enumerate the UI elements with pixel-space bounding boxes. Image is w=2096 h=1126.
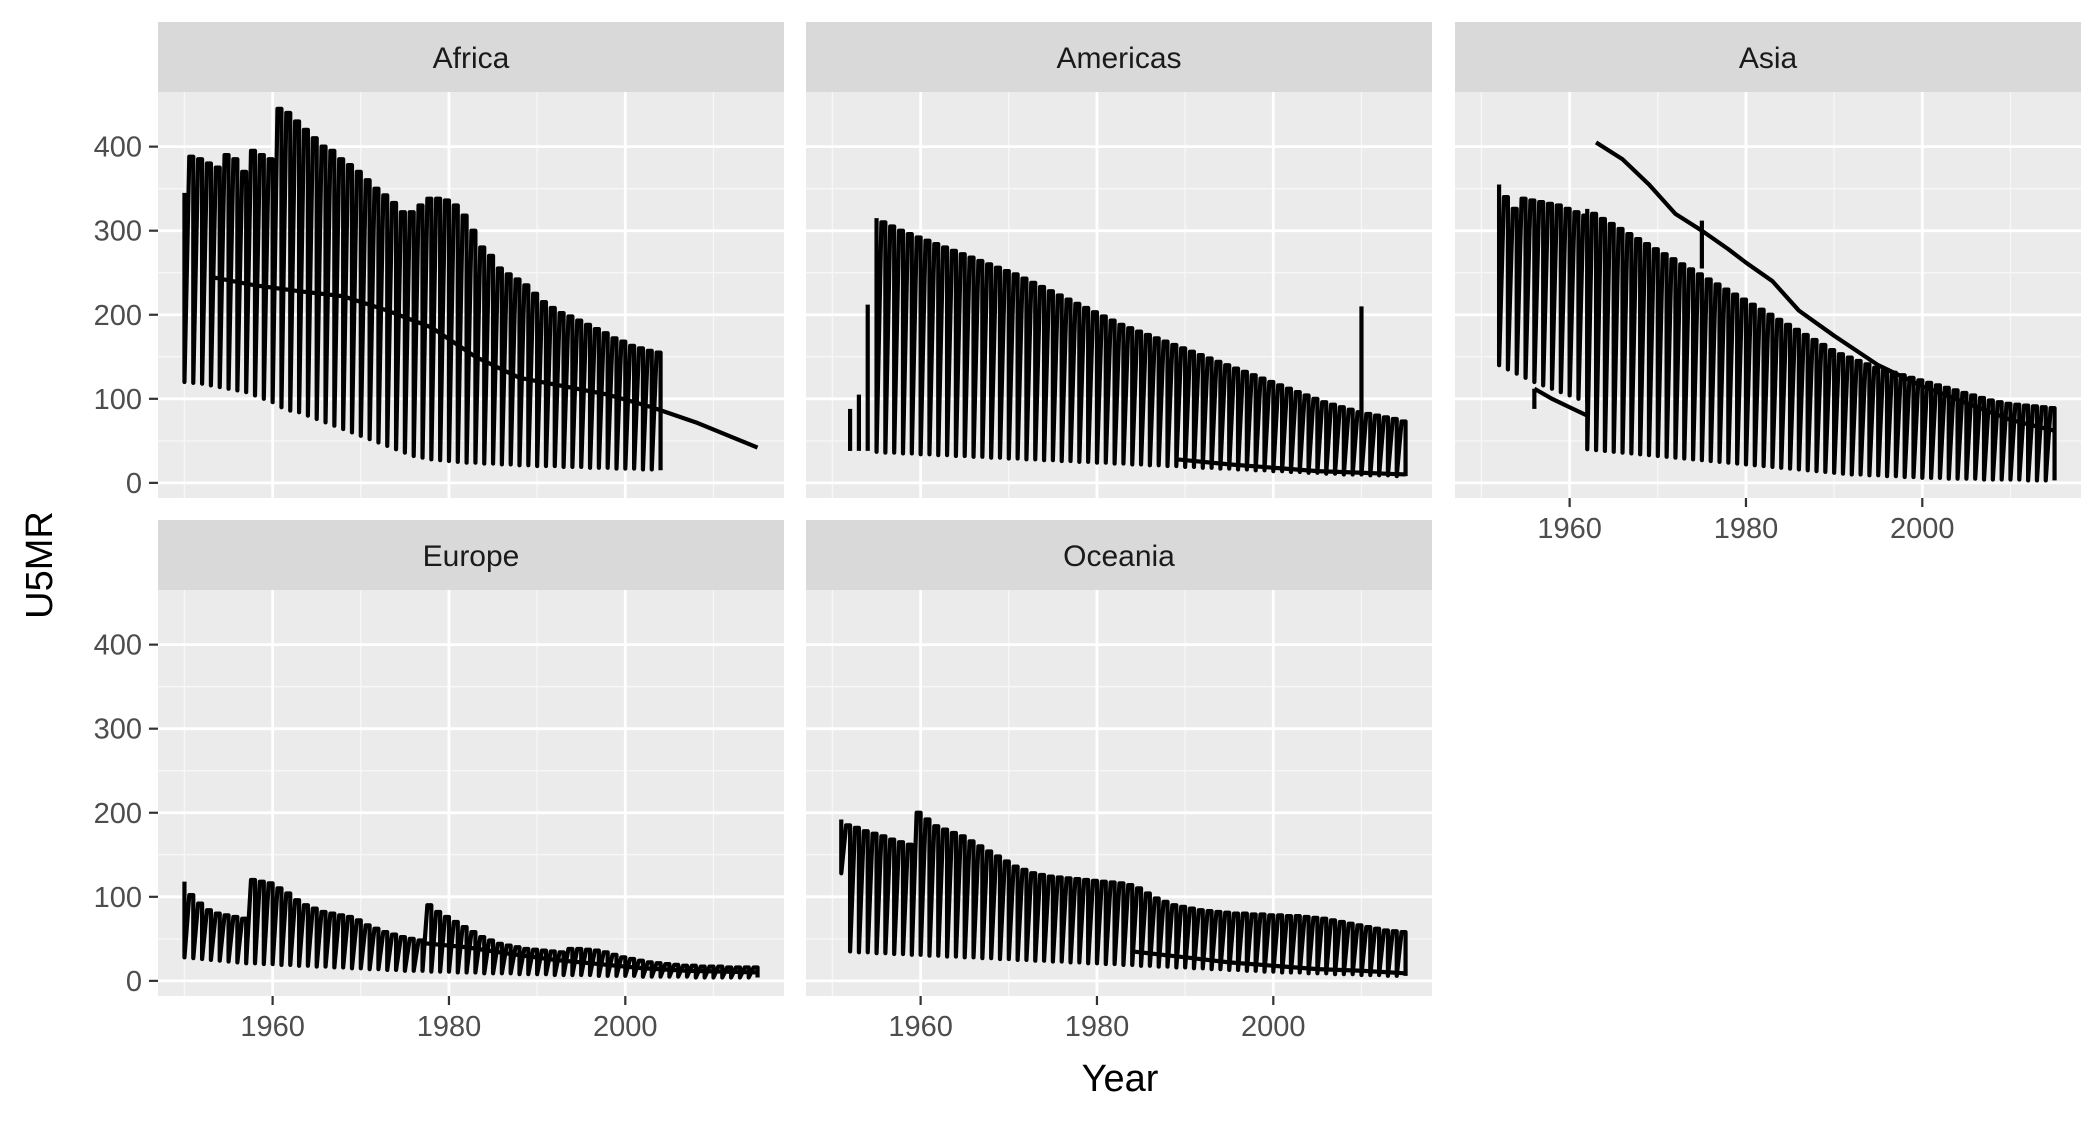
y-tick-label: 300 bbox=[94, 714, 142, 746]
series-line bbox=[1585, 208, 2057, 483]
x-tick-label: 1980 bbox=[417, 1011, 482, 1043]
data-layer bbox=[182, 877, 760, 980]
x-tick-label: 1980 bbox=[1065, 1011, 1130, 1043]
facet-strip bbox=[806, 520, 1432, 590]
series-line bbox=[874, 218, 1408, 479]
y-tick-label: 400 bbox=[94, 132, 142, 164]
data-layer bbox=[182, 106, 759, 472]
series-line bbox=[182, 106, 663, 472]
facet-strip-label: Africa bbox=[433, 42, 510, 75]
facet-panel-africa: Africa 0 100 200 300 400 bbox=[94, 22, 784, 500]
x-tick-label: 1960 bbox=[240, 1011, 305, 1043]
x-tick-label: 2000 bbox=[1890, 513, 1955, 545]
facet-strip-label: Asia bbox=[1739, 42, 1798, 75]
y-tick-label: 400 bbox=[94, 630, 142, 662]
y-tick-label: 100 bbox=[94, 882, 142, 914]
facet-panels: Africa 0 100 200 300 400 Americas Asia 1960 1980 2… bbox=[94, 22, 2081, 1043]
facet-panel-europe: Europe 0 100 200 300 400 1960 1980 2000 bbox=[94, 520, 784, 1043]
facet-strip bbox=[806, 22, 1432, 92]
x-axis: 1960 1980 2000 bbox=[888, 996, 1306, 1043]
facet-strip bbox=[158, 22, 784, 92]
y-tick-label: 200 bbox=[94, 798, 142, 830]
series-line bbox=[422, 940, 758, 975]
series-line bbox=[1496, 184, 1590, 403]
x-tick-label: 1960 bbox=[1537, 513, 1602, 545]
facet-panel-americas: Americas bbox=[806, 22, 1432, 498]
y-axis-title: U5MR bbox=[19, 511, 61, 619]
series-line bbox=[1533, 386, 1589, 418]
series-line bbox=[1594, 140, 2056, 433]
facet-strip-label: Oceania bbox=[1063, 540, 1175, 573]
series-line bbox=[210, 274, 759, 450]
data-layer bbox=[847, 218, 1408, 479]
x-axis: 1960 1980 2000 bbox=[240, 996, 658, 1043]
y-tick-label: 100 bbox=[94, 384, 142, 416]
x-axis-title: Year bbox=[1082, 1058, 1159, 1100]
x-tick-label: 1960 bbox=[888, 1011, 953, 1043]
series-line bbox=[182, 877, 760, 980]
data-layer bbox=[839, 810, 1408, 978]
x-tick-label: 2000 bbox=[1241, 1011, 1306, 1043]
facet-panel-oceania: Oceania 1960 1980 2000 bbox=[806, 520, 1432, 1043]
y-axis: 0 100 200 300 400 bbox=[94, 630, 158, 998]
series-line bbox=[1131, 949, 1406, 976]
series-line bbox=[1176, 457, 1406, 477]
series-line bbox=[839, 810, 1408, 978]
x-axis: 1960 1980 2000 bbox=[1537, 498, 1955, 545]
y-tick-label: 0 bbox=[126, 966, 142, 998]
y-tick-label: 200 bbox=[94, 300, 142, 332]
facet-strip-label: Europe bbox=[423, 540, 520, 573]
facet-panel-asia: Asia 1960 1980 2000 bbox=[1455, 22, 2081, 545]
x-tick-label: 1980 bbox=[1714, 513, 1779, 545]
y-axis: 0 100 200 300 400 bbox=[94, 132, 158, 500]
x-tick-label: 2000 bbox=[593, 1011, 658, 1043]
facet-strip-label: Americas bbox=[1056, 42, 1181, 75]
facet-strip bbox=[158, 520, 784, 590]
facet-strip bbox=[1455, 22, 2081, 92]
y-tick-label: 0 bbox=[126, 468, 142, 500]
y-tick-label: 300 bbox=[94, 216, 142, 248]
data-layer bbox=[1496, 140, 2057, 483]
